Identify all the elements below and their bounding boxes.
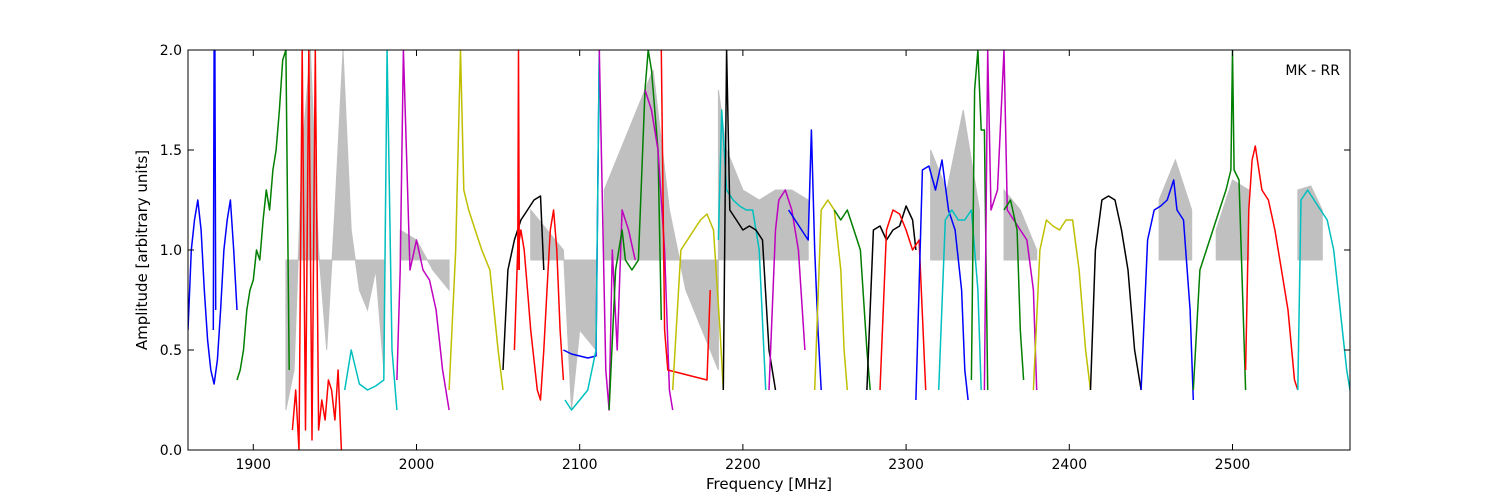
x-tick-label: 1900 <box>235 457 271 473</box>
series-line-22-green <box>833 209 871 391</box>
series-line-31-black <box>1089 195 1142 391</box>
series-line-5-magenta <box>396 50 450 411</box>
series-line-3-red <box>291 50 343 450</box>
series-line-16-yellow <box>671 213 725 391</box>
x-tick-label: 2200 <box>725 457 761 473</box>
series-line-23-black <box>866 205 917 391</box>
y-tick-label: 1.0 <box>160 243 182 259</box>
series-line-15-red <box>660 50 711 381</box>
series-line-24-red <box>879 209 927 391</box>
envelope-band-7 <box>1158 158 1193 261</box>
series-layer <box>188 50 1350 450</box>
series-line-1-blue <box>212 50 217 331</box>
x-tick-label: 2000 <box>399 457 435 473</box>
series-line-6-yellow <box>448 50 504 391</box>
series-line-17-cyan <box>717 109 767 391</box>
series-line-19-magenta <box>768 189 806 391</box>
envelope-layer <box>285 50 1323 411</box>
series-line-13-green <box>608 50 663 411</box>
series-line-30-yellow <box>1032 219 1092 391</box>
y-tick-label: 2.0 <box>160 43 182 59</box>
y-axis-label: Amplitude [arbitrary units] <box>133 150 151 350</box>
series-line-11-cyan <box>564 50 601 411</box>
series-line-26-cyan <box>937 209 982 391</box>
series-line-29-green <box>1003 199 1025 381</box>
series-line-8-red <box>513 209 565 401</box>
x-tick-label: 2400 <box>1051 457 1087 473</box>
series-line-25-blue <box>915 159 969 401</box>
x-tick-label: 2500 <box>1215 457 1251 473</box>
y-tick-label: 0.0 <box>160 443 182 459</box>
series-line-9-red <box>516 50 521 271</box>
y-tick-label: 0.5 <box>160 343 182 359</box>
series-line-14-magenta <box>644 89 674 411</box>
envelope-band-2 <box>530 208 597 411</box>
envelope-band-5 <box>930 109 980 261</box>
series-line-33-green <box>1192 50 1247 391</box>
series-line-0-blue <box>188 199 238 385</box>
series-line-27-green <box>970 50 989 391</box>
x-tick-label: 2300 <box>888 457 924 473</box>
series-line-34-red <box>1244 145 1299 391</box>
chart-annotation: MK - RR <box>1285 63 1340 79</box>
series-line-18-black <box>722 50 777 391</box>
tick-layer: 1900 2000 2100 2200 2300 2400 2500 0.0 0.5 1.0 1.5… <box>160 43 1350 473</box>
series-line-35-cyan <box>1297 189 1350 391</box>
y-tick-label: 1.5 <box>160 143 182 159</box>
x-axis-label: Frequency [MHz] <box>706 475 832 493</box>
series-line-4-cyan <box>343 50 398 411</box>
x-tick-label: 2100 <box>562 457 598 473</box>
series-line-28-magenta <box>983 50 1038 391</box>
series-line-7-black <box>502 195 545 371</box>
series-line-32-blue <box>1140 179 1195 401</box>
series-line-2-green <box>236 50 290 381</box>
